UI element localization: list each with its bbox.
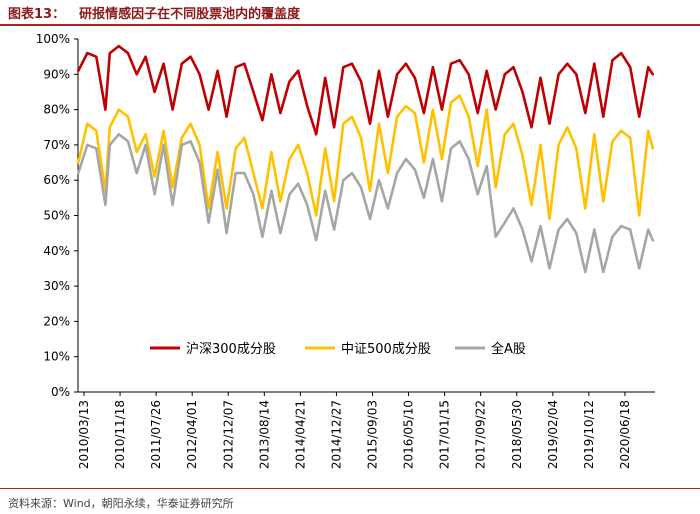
x-tick-label: 2016/05/10 [402, 400, 416, 469]
series-line-3 [77, 133, 655, 274]
y-tick-label: 0% [51, 385, 70, 399]
x-tick-label: 2010/11/18 [113, 400, 127, 469]
figure-title: 图表13： 研报情感因子在不同股票池内的覆盖度 [8, 3, 300, 22]
title-rule [0, 24, 700, 26]
x-tick-labels: 2010/03/13 2010/11/18 2011/07/26 2012/04/01… [77, 400, 632, 469]
x-tick-label: 2017/01/15 [438, 400, 452, 469]
series-line-2 [77, 94, 655, 221]
y-tick-label: 90% [43, 67, 70, 81]
y-tick-label: 10% [43, 350, 70, 364]
x-tick-label: 2012/04/01 [185, 400, 199, 469]
figure-title-text: 研报情感因子在不同股票池内的覆盖度 [79, 7, 301, 22]
legend-label-1: 沪深300成分股 [186, 341, 276, 357]
y-tick-label: 30% [43, 279, 70, 293]
y-tick-label: 80% [43, 103, 70, 117]
y-tick-label: 20% [43, 314, 70, 328]
x-tick-label: 2019/02/04 [546, 400, 560, 469]
series-line-1 [77, 44, 655, 136]
x-tick-label: 2018/05/30 [510, 400, 524, 469]
x-tick-label: 2020/06/18 [618, 400, 632, 469]
x-tick-label: 2017/09/22 [474, 400, 488, 469]
coverage-line-chart: 0% 10% 20% 30% 40% 50% 60% 70% 80% 90% 100% 2010/0… [36, 32, 655, 469]
figure-label: 图表13： [8, 7, 66, 22]
chart-legend: 沪深300成分股 中证500成分股 全A股 [150, 341, 526, 357]
y-tick-label: 100% [36, 32, 70, 46]
y-tick-labels: 0% 10% 20% 30% 40% 50% 60% 70% 80% 90% 100% [36, 32, 70, 399]
y-tick-label: 40% [43, 244, 70, 258]
x-tick-label: 2014/04/21 [293, 400, 307, 469]
x-tick-label: 2010/03/13 [77, 400, 91, 469]
x-tick-label: 2012/12/07 [221, 400, 235, 469]
legend-label-2: 中证500成分股 [341, 342, 431, 357]
source-rule [0, 488, 700, 489]
x-tick-label: 2011/07/26 [149, 400, 163, 469]
x-tick-label: 2015/09/03 [366, 400, 380, 469]
y-tick-label: 50% [43, 209, 70, 223]
legend-label-3: 全A股 [491, 341, 526, 357]
source-note: 资料来源：Wind，朝阳永续，华泰证券研究所 [8, 497, 234, 510]
y-tick-label: 60% [43, 173, 70, 187]
y-tick-label: 70% [43, 138, 70, 152]
x-tick-label: 2014/12/27 [329, 400, 343, 469]
x-tick-label: 2013/08/14 [257, 400, 271, 469]
chart-axes [74, 38, 655, 396]
x-tick-label: 2019/10/12 [582, 400, 596, 469]
series-lines [77, 44, 655, 274]
